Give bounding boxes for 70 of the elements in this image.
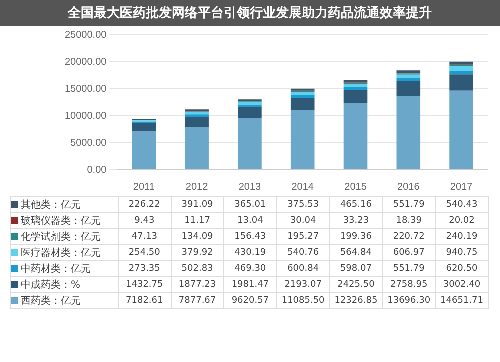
data-label: 465.16 xyxy=(330,196,383,212)
x-tick-label: 2011 xyxy=(133,182,156,193)
data-label: 254.50 xyxy=(118,244,172,260)
legend-label: 玻璃仪器类：亿元 xyxy=(10,212,118,228)
data-label: 2193.07 xyxy=(276,276,330,292)
data-label: 600.84 xyxy=(276,260,330,276)
data-label: 469.30 xyxy=(224,260,277,276)
data-label: 273.35 xyxy=(118,260,172,276)
data-label: 502.83 xyxy=(171,260,224,276)
data-label: 540.76 xyxy=(276,244,330,260)
y-tick-label: 25000.00 xyxy=(64,30,108,41)
data-label: 226.22 xyxy=(118,196,172,212)
data-label: 430.19 xyxy=(224,244,277,260)
x-tick-label: 2015 xyxy=(344,182,368,193)
data-label: 551.79 xyxy=(382,260,436,276)
data-label: 12326.85 xyxy=(330,292,383,308)
data-label: 940.75 xyxy=(436,244,488,260)
x-tick-label: 2017 xyxy=(450,182,474,193)
legend-label: 中药材类：亿元 xyxy=(10,260,118,276)
data-label: 1877.23 xyxy=(171,276,224,292)
data-label: 47.13 xyxy=(118,228,172,244)
y-tick-label: 15000.00 xyxy=(64,84,108,95)
data-label: 551.79 xyxy=(382,196,436,212)
legend-label: 中成药类：% xyxy=(10,276,118,292)
data-label: 375.53 xyxy=(276,196,330,212)
data-label: 1981.47 xyxy=(224,276,277,292)
data-label: 7182.61 xyxy=(118,292,172,308)
data-label: 11085.50 xyxy=(276,292,330,308)
data-label: 1432.75 xyxy=(118,276,172,292)
data-label: 20.02 xyxy=(436,212,488,228)
data-label: 2425.50 xyxy=(330,276,383,292)
data-label: 156.43 xyxy=(224,228,277,244)
data-label: 606.97 xyxy=(382,244,436,260)
x-tick-label: 2016 xyxy=(398,182,420,193)
data-label: 195.27 xyxy=(276,228,330,244)
data-label: 365.01 xyxy=(224,196,277,212)
data-label: 14651.71 xyxy=(436,292,488,308)
x-tick-label: 2013 xyxy=(238,182,262,193)
data-label: 13696.30 xyxy=(382,292,436,308)
legend-label: 其他类：亿元 xyxy=(10,196,118,212)
data-label: 7877.67 xyxy=(171,292,224,308)
data-label: 9620.57 xyxy=(224,292,277,308)
data-label: 240.19 xyxy=(436,228,488,244)
y-tick-label: 5000.00 xyxy=(70,138,108,149)
x-tick-label: 2014 xyxy=(292,182,314,193)
data-label: 620.50 xyxy=(436,260,488,276)
y-tick-label: 20000.00 xyxy=(64,56,108,68)
data-label: 598.07 xyxy=(330,260,383,276)
data-label: 379.92 xyxy=(171,244,224,260)
data-label: 11.17 xyxy=(171,212,224,228)
y-tick-label: 10000.00 xyxy=(64,110,108,122)
data-label: 3002.40 xyxy=(436,276,488,292)
data-label: 540.43 xyxy=(436,196,488,212)
data-label: 33.23 xyxy=(330,212,383,228)
y-tick-label: 0.00 xyxy=(87,164,108,176)
data-label: 9.43 xyxy=(118,212,172,228)
x-tick-label: 2012 xyxy=(186,182,209,193)
data-label: 30.04 xyxy=(276,212,330,228)
data-label: 134.09 xyxy=(171,228,224,244)
data-label: 18.39 xyxy=(382,212,436,228)
data-label: 199.36 xyxy=(330,228,383,244)
chart-title: 全国最大医药批发网络平台引领行业发展助力药品流通效率提升 xyxy=(0,0,500,26)
data-label: 564.84 xyxy=(330,244,383,260)
data-label: 391.09 xyxy=(171,196,224,212)
legend-label: 医疗器材类：亿元 xyxy=(10,244,118,260)
data-label: 220.72 xyxy=(382,228,436,244)
legend-label: 化学试剂类：亿元 xyxy=(10,228,118,244)
legend-label: 西药类：亿元 xyxy=(10,292,118,308)
data-label: 13.04 xyxy=(224,212,277,228)
data-label: 2758.95 xyxy=(382,276,436,292)
